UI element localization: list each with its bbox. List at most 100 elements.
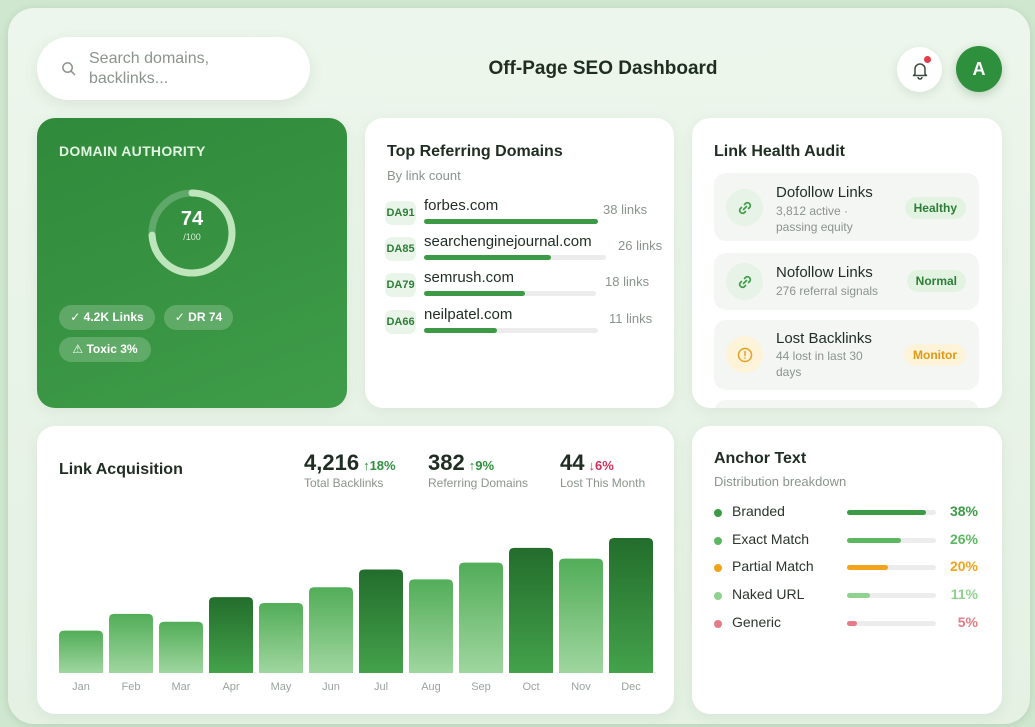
domain-bar	[424, 255, 552, 260]
bar-apr[interactable]	[209, 597, 253, 673]
anchor-bar-track	[847, 621, 936, 626]
da-badge: DA85	[385, 237, 416, 261]
anchor-name: Branded	[732, 503, 785, 519]
anchor-bar	[847, 510, 926, 515]
health-item-desc: 44 lost in last 30 days	[776, 349, 863, 379]
link-acquisition-chart: Jan Feb Mar Apr May Jun Jul Aug Sep Oct Nov Dec	[59, 537, 653, 693]
anchor-name: Naked URL	[732, 586, 805, 602]
link-count: 18 links	[605, 274, 650, 289]
toxic-pill: ⚠ Toxic 3%	[59, 337, 151, 362]
stat-lost-links: 44 ↓6%	[560, 450, 614, 476]
stat-change: ↑18%	[363, 458, 396, 473]
x-tick-label: Jul	[374, 681, 388, 693]
domain-name: forbes.com	[424, 197, 499, 214]
x-tick-label: Mar	[172, 681, 191, 693]
link-count: 38 links	[603, 202, 648, 217]
stat-label: Total Backlinks	[304, 476, 384, 490]
stat-label: Referring Domains	[428, 476, 529, 490]
anchor-bar	[847, 621, 858, 626]
status-badge: Normal	[906, 270, 966, 292]
stat-total-backlinks: 4,216 ↑18%	[304, 450, 396, 476]
avatar[interactable]: A	[956, 46, 1002, 92]
anchor-row[interactable]: Branded 38%	[714, 503, 984, 523]
anchor-row[interactable]: Naked URL 11%	[714, 586, 984, 606]
domain-authority-card: DOMAIN AUTHORITY 74 /100 ✓ 4.2K Links ✓ …	[37, 118, 347, 408]
da-badge: DA79	[385, 273, 416, 297]
health-item-name: Dofollow Links	[776, 184, 873, 201]
x-tick-label: Feb	[122, 681, 141, 693]
stat-value: 4,216	[304, 450, 360, 475]
domain-bar	[424, 219, 598, 224]
health-item-more[interactable]	[714, 400, 979, 408]
anchor-row[interactable]: Partial Match 20%	[714, 558, 984, 578]
health-item-name: Lost Backlinks	[776, 330, 872, 347]
x-tick-label: Apr	[222, 681, 239, 693]
referring-row[interactable]: DA66 neilpatel.com 11 links	[385, 306, 675, 338]
stat-change: ↓6%	[588, 458, 614, 473]
bar-sep[interactable]	[459, 562, 503, 673]
anchor-bar	[847, 538, 901, 543]
health-item-name: Nofollow Links	[776, 264, 873, 281]
notifications-button[interactable]	[897, 47, 942, 92]
anchor-pct: 38%	[949, 503, 978, 519]
health-item-desc: 276 referral signals	[776, 284, 879, 298]
bar-may[interactable]	[259, 603, 303, 673]
anchor-text-card: Anchor Text Distribution breakdown Brand…	[692, 426, 1002, 714]
status-badge: Monitor	[904, 344, 966, 366]
health-item-nofollow[interactable]: Nofollow Links 276 referral signals Norm…	[714, 253, 979, 310]
bar-jan[interactable]	[59, 630, 103, 673]
anchor-subtitle: Distribution breakdown	[714, 474, 847, 489]
anchor-bar-track	[847, 538, 936, 543]
domain-name: neilpatel.com	[424, 306, 513, 323]
search-input[interactable]: Search domains, backlinks...	[89, 49, 210, 87]
x-tick-label: Oct	[522, 681, 539, 693]
bar-jun[interactable]	[309, 587, 353, 673]
anchor-bar-track	[847, 565, 936, 570]
link-icon	[726, 263, 763, 300]
referring-row[interactable]: DA79 semrush.com 18 links	[385, 269, 675, 301]
referring-row[interactable]: DA91 forbes.com 38 links	[385, 197, 675, 229]
links-pill: ✓ 4.2K Links	[59, 305, 155, 330]
health-item-lost[interactable]: Lost Backlinks 44 lost in last 30 days M…	[714, 320, 979, 390]
dr-pill: ✓ DR 74	[164, 305, 233, 330]
da-badge: DA66	[385, 310, 416, 334]
stat-change: ↑9%	[468, 458, 495, 473]
legend-dot	[714, 564, 722, 572]
anchor-pct: 5%	[957, 614, 978, 630]
bar-feb[interactable]	[109, 613, 153, 673]
anchor-row[interactable]: Generic 5%	[714, 614, 984, 634]
legend-dot	[714, 509, 722, 517]
referring-row[interactable]: DA85 searchenginejournal.com 26 links	[385, 233, 675, 265]
authority-max: /100	[183, 232, 201, 242]
anchor-name: Partial Match	[732, 558, 814, 574]
link-count: 26 links	[618, 238, 663, 253]
anchor-name: Exact Match	[732, 531, 810, 547]
referring-title: Top Referring Domains	[387, 143, 563, 160]
anchor-pct: 20%	[949, 558, 978, 574]
anchor-title: Anchor Text	[714, 450, 807, 467]
link-acquisition-card: Link Acquisition 4,216 ↑18% Total Backlin…	[37, 426, 674, 714]
bar-dec[interactable]	[609, 537, 653, 673]
acquisition-title: Link Acquisition	[59, 461, 183, 478]
x-tick-label: Aug	[421, 681, 441, 693]
x-tick-label: May	[271, 681, 292, 693]
page-title: Off-Page SEO Dashboard	[488, 58, 718, 79]
x-tick-label: Jan	[72, 681, 90, 693]
anchor-row[interactable]: Exact Match 26%	[714, 531, 984, 551]
authority-gauge	[148, 189, 236, 277]
bar-aug[interactable]	[409, 579, 453, 673]
bar-oct[interactable]	[509, 547, 553, 673]
legend-dot	[714, 592, 722, 600]
link-icon	[726, 189, 763, 226]
search-bar[interactable]: Search domains, backlinks...	[37, 37, 310, 100]
bar-mar[interactable]	[159, 621, 203, 673]
x-tick-label: Jun	[322, 681, 340, 693]
bar-nov[interactable]	[559, 558, 603, 673]
referring-subtitle: By link count	[387, 168, 461, 183]
anchor-name: Generic	[732, 614, 782, 630]
search-icon	[62, 62, 76, 76]
domain-bar	[424, 328, 498, 333]
x-tick-label: Dec	[621, 681, 641, 693]
health-item-dofollow[interactable]: Dofollow Links 3,812 active · passing eq…	[714, 173, 979, 241]
bar-jul[interactable]	[359, 569, 403, 674]
